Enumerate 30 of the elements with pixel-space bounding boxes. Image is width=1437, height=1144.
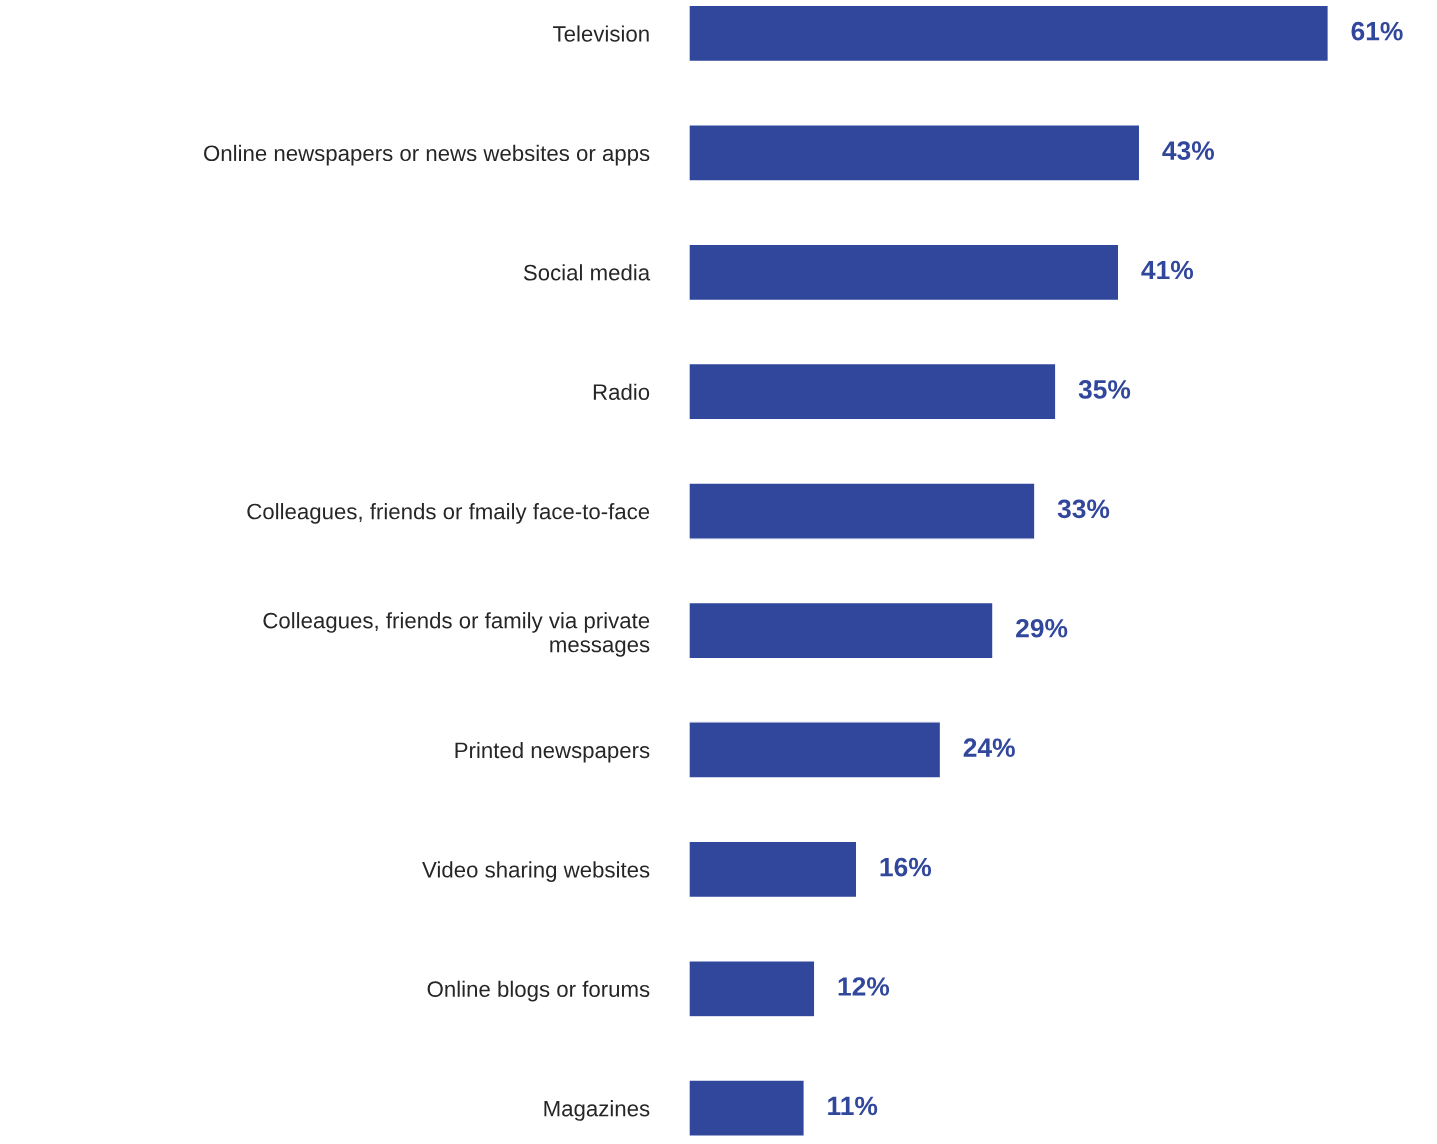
- data-label: 29%: [1016, 618, 1068, 638]
- data-label: 11%: [828, 1096, 878, 1116]
- y-tick-label: Social media: [523, 264, 651, 281]
- bar: [689, 362, 1057, 421]
- y-tick-label: Magazines: [544, 1100, 650, 1121]
- data-label: 16%: [880, 857, 932, 877]
- bar: [689, 1079, 805, 1137]
- bar: [689, 840, 858, 899]
- y-tick-label: Online blogs or forums: [427, 980, 650, 1002]
- data-label: 12%: [838, 977, 890, 996]
- bar: [689, 721, 942, 779]
- data-label: 35%: [1078, 380, 1131, 399]
- data-label: 41%: [1141, 260, 1194, 280]
- data-label: 24%: [963, 738, 1015, 757]
- y-tick-label: Colleagues, friends or family via private messages: [263, 612, 650, 657]
- y-tick-label: Television: [553, 25, 649, 42]
- y-tick-label: Online newspapers or news websites or apps: [204, 144, 650, 166]
- bar: [689, 482, 1036, 540]
- bar: [689, 243, 1120, 302]
- y-tick-label: Colleagues, friends or fmaily face-to-face: [247, 503, 650, 524]
- y-tick-label: Printed newspapers: [455, 741, 650, 763]
- bar: [689, 124, 1141, 182]
- bar: [689, 4, 1330, 63]
- y-tick-label: Video sharing websites: [422, 861, 650, 883]
- bar: [689, 601, 994, 660]
- data-label: 61%: [1351, 21, 1403, 41]
- y-tick-label: Radio: [593, 383, 650, 400]
- bar: [689, 960, 816, 1018]
- data-label: 33%: [1057, 499, 1110, 519]
- data-label: 43%: [1162, 141, 1215, 160]
